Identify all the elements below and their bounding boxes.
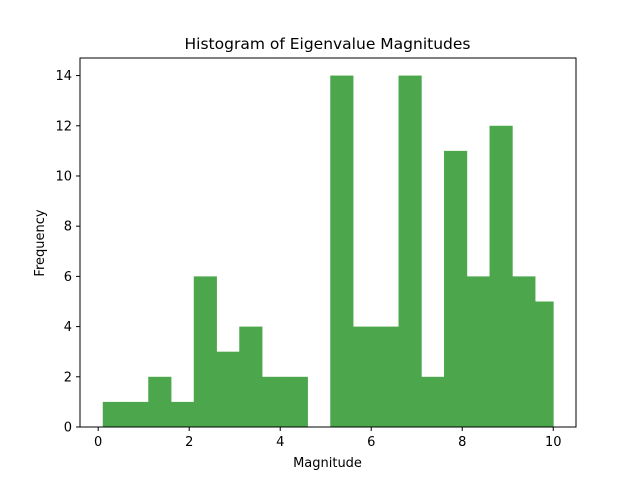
- histogram-bar: [466, 276, 490, 427]
- histogram-bar: [102, 401, 126, 427]
- histogram-bar: [262, 376, 286, 427]
- x-axis-label: Magnitude: [293, 456, 362, 471]
- histogram-bar: [148, 376, 172, 427]
- histogram-bar: [512, 276, 536, 427]
- histogram-bar: [421, 376, 445, 427]
- y-tick-label: 2: [64, 370, 72, 385]
- histogram-bar: [375, 326, 399, 427]
- histogram-bar: [284, 376, 308, 427]
- y-tick-label: 10: [55, 169, 72, 184]
- y-tick-label: 0: [64, 421, 72, 436]
- y-tick-label: 14: [55, 69, 72, 84]
- axes-layer: [79, 57, 577, 428]
- x-tick-label: 8: [458, 435, 466, 450]
- histogram-bar: [489, 125, 513, 427]
- y-tick-label: 8: [64, 220, 72, 235]
- y-axis-label: Frequency: [33, 209, 48, 276]
- histogram-bar: [216, 351, 240, 427]
- histogram-bar: [353, 326, 377, 427]
- chart-title: Histogram of Eigenvalue Magnitudes: [185, 35, 471, 53]
- x-tick-label: 0: [94, 435, 102, 450]
- x-tick-label: 10: [545, 435, 562, 450]
- x-tick-label: 6: [367, 435, 375, 450]
- histogram-bar: [171, 401, 195, 427]
- x-tick-label: 2: [185, 435, 193, 450]
- histogram-bar: [239, 326, 263, 427]
- axes-frame: [79, 57, 577, 428]
- y-tick-label: 12: [55, 119, 72, 134]
- x-tick-label: 4: [276, 435, 284, 450]
- histogram-bar: [330, 75, 354, 428]
- ticks-layer: 0 2 4 6 8 10 0 2 4 6 8 10 12 14: [55, 69, 561, 450]
- histogram-bar: [444, 150, 468, 427]
- y-tick-label: 6: [64, 270, 72, 285]
- bars-layer: [102, 75, 554, 428]
- histogram-bar: [125, 401, 149, 427]
- y-tick-label: 4: [64, 320, 72, 335]
- histogram-bar: [193, 276, 217, 427]
- histogram-bar: [535, 301, 554, 427]
- histogram-bar: [398, 75, 422, 428]
